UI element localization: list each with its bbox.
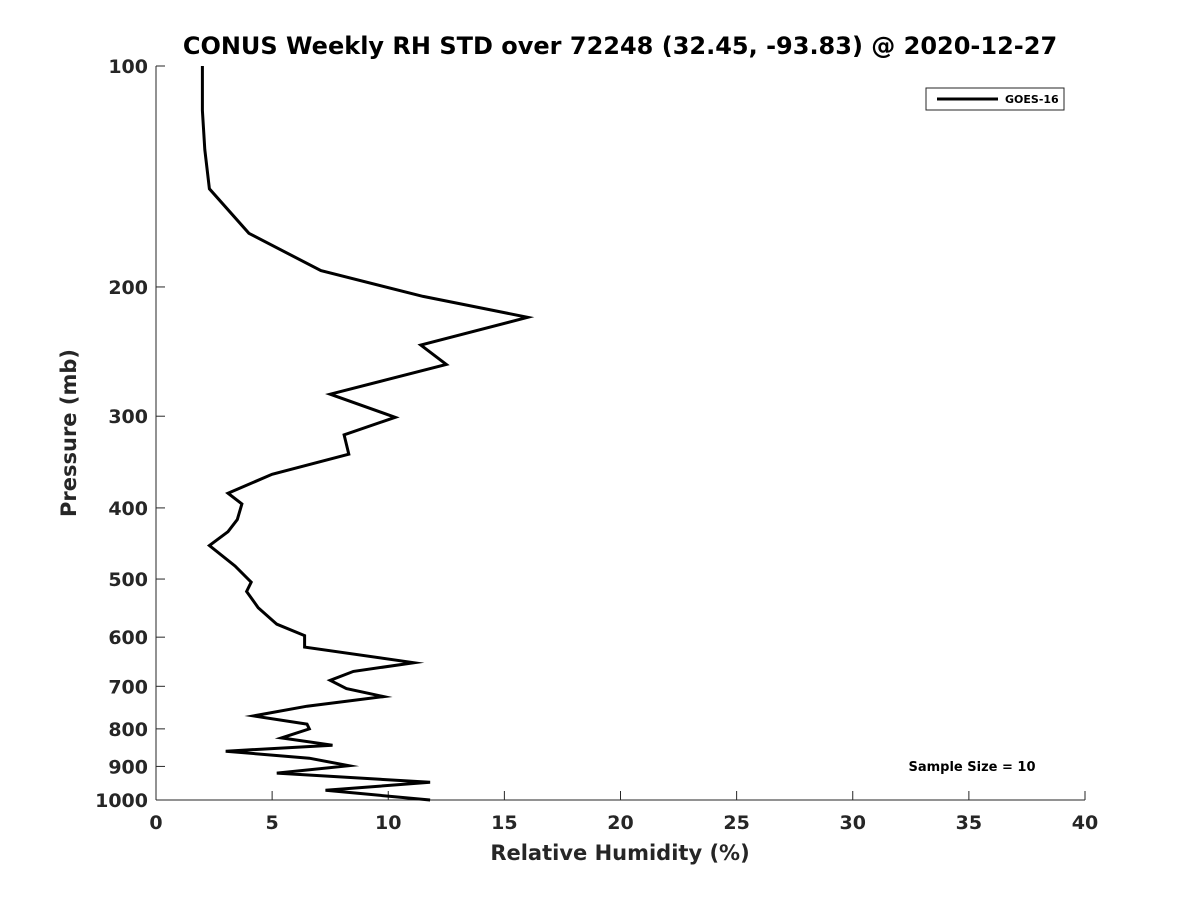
x-tick-label-40: 40 [1072, 812, 1098, 834]
chart-title: CONUS Weekly RH STD over 72248 (32.45, -… [183, 32, 1057, 60]
x-tick-label-25: 25 [723, 812, 749, 834]
legend-label-goes-16: GOES-16 [1005, 93, 1059, 106]
y-axis-label: Pressure (mb) [57, 349, 81, 517]
y-tick-label-1000: 1000 [95, 790, 148, 812]
x-tick-label-5: 5 [266, 812, 279, 834]
sample-size-annotation: Sample Size = 10 [908, 760, 1035, 775]
y-tick-label-700: 700 [108, 676, 148, 698]
x-tick-label-30: 30 [840, 812, 866, 834]
x-axis-label: Relative Humidity (%) [490, 841, 749, 865]
y-tick-label-800: 800 [108, 719, 148, 741]
plot-area: 0 5 10 15 20 25 30 35 40 100 200 300 400 500 600 700 800… [95, 56, 1098, 834]
y-tick-label-300: 300 [108, 406, 148, 428]
x-tick-label-10: 10 [375, 812, 401, 834]
x-tick-label-20: 20 [607, 812, 633, 834]
legend: GOES-16 [925, 87, 1065, 111]
y-tick-label-900: 900 [108, 756, 148, 778]
x-tick-label-35: 35 [956, 812, 982, 834]
x-tick-label-15: 15 [491, 812, 517, 834]
y-tick-label-200: 200 [108, 277, 148, 299]
y-tick-label-100: 100 [108, 56, 148, 78]
x-tick-label-0: 0 [149, 812, 162, 834]
y-tick-label-400: 400 [108, 498, 148, 520]
y-tick-label-500: 500 [108, 569, 148, 591]
series-line-goes-16 [200, 66, 535, 802]
y-tick-label-600: 600 [108, 627, 148, 649]
